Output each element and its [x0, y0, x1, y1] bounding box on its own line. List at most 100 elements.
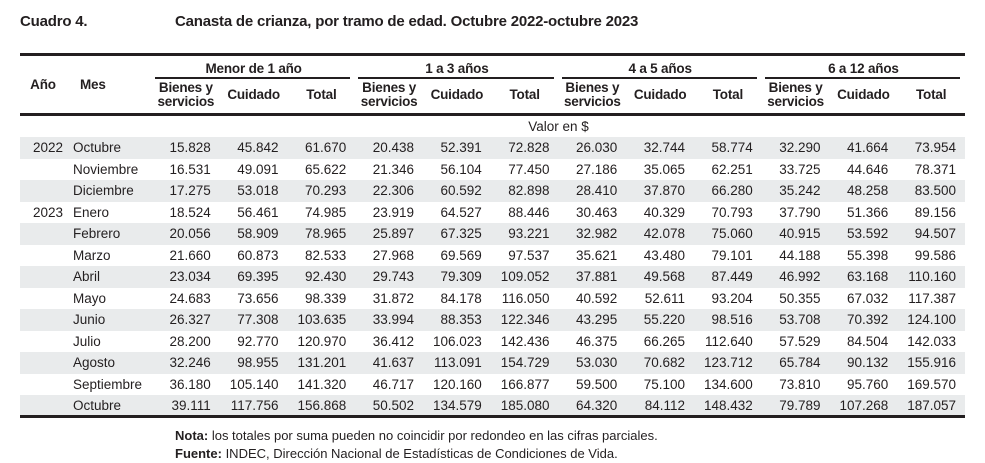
unit-row-spacer	[20, 114, 152, 137]
value-cell: 107.268	[839, 397, 889, 413]
table-row: 2023 Enero 18.524 56.461 74.985 23.919 64.527 8…	[20, 202, 965, 224]
value-cell: 105.140	[229, 376, 279, 392]
sub-header-row: Bienes y servicios Cuidado Total Bienes …	[20, 78, 965, 116]
month-cell: Mayo	[73, 290, 107, 306]
value-cell: 27.968	[372, 247, 414, 263]
source-label: Fuente:	[175, 446, 222, 462]
value-cell: 23.034	[169, 269, 211, 285]
value-cell: 46.992	[779, 269, 821, 285]
month-cell: Agosto	[73, 355, 116, 371]
value-cell: 84.178	[440, 290, 482, 306]
group-header-menor-1: Menor de 1 año	[152, 55, 355, 79]
value-cell: 70.682	[643, 355, 685, 371]
year-cell	[20, 331, 66, 353]
month-cell: Diciembre	[73, 183, 134, 199]
value-cell: 35.242	[779, 183, 821, 199]
value-cell: 94.507	[914, 226, 956, 242]
value-cell: 56.461	[237, 204, 279, 220]
value-cell: 113.091	[433, 355, 482, 371]
value-cell: 154.729	[500, 355, 550, 371]
value-cell: 21.346	[372, 161, 414, 177]
table-row: Agosto 32.246 98.955 131.201 41.637 113.091 15…	[20, 352, 965, 374]
value-cell: 18.524	[169, 204, 211, 220]
value-cell: 62.251	[711, 161, 753, 177]
value-cell: 57.529	[779, 333, 821, 349]
table-row: Noviembre 16.531 49.091 65.622 21.346 56.104 7…	[20, 159, 965, 181]
value-cell: 53.708	[779, 312, 821, 328]
month-cell: Julio	[73, 333, 101, 349]
table-header: Año Mes Menor de 1 año 1 a 3 años 4 a 5 …	[20, 54, 965, 116]
subcolumn-header: Cuidado	[219, 78, 288, 116]
value-cell: 67.032	[846, 290, 889, 306]
value-cell: 16.531	[169, 161, 211, 177]
value-cell: 64.320	[575, 397, 618, 413]
value-cell: 187.057	[907, 397, 956, 413]
table-number: Cuadro 4.	[20, 13, 88, 30]
value-cell: 64.527	[440, 204, 482, 220]
value-cell: 78.965	[304, 226, 347, 242]
subcolumn-header: Total	[897, 78, 965, 116]
value-cell: 28.200	[169, 333, 211, 349]
value-cell: 58.909	[237, 226, 279, 242]
value-cell: 83.500	[914, 183, 956, 199]
table-row: Diciembre 17.275 53.018 70.293 22.306 60.592 8…	[20, 180, 965, 202]
value-cell: 26.030	[575, 140, 618, 156]
subcolumn-header: Total	[287, 78, 356, 116]
value-cell: 84.112	[644, 397, 685, 413]
table-row: Abril 23.034 69.395 92.430 29.743 79.309 109.0…	[20, 266, 965, 288]
value-cell: 84.504	[846, 333, 889, 349]
value-cell: 49.091	[237, 161, 279, 177]
value-cell: 77.450	[508, 161, 550, 177]
value-cell: 49.568	[643, 269, 685, 285]
table-title-block: Cuadro 4. Canasta de crianza, por tramo …	[20, 13, 965, 30]
source-text: INDEC, Dirección Nacional de Estadística…	[221, 446, 618, 462]
note-line: Nota: los totales por suma pueden no coi…	[175, 427, 965, 445]
value-cell: 58.774	[711, 140, 753, 156]
table-row: Febrero 20.056 58.909 78.965 25.897 67.325 93.…	[20, 223, 965, 245]
value-cell: 89.156	[914, 204, 956, 220]
value-cell: 120.970	[297, 333, 347, 349]
value-cell: 142.436	[500, 333, 550, 349]
column-header-anio: Año	[20, 54, 66, 116]
month-cell: Noviembre	[73, 161, 139, 177]
value-cell: 79.101	[711, 247, 753, 263]
table-row: Junio 26.327 77.308 103.635 33.994 88.353 122.…	[20, 309, 965, 331]
value-cell: 92.430	[304, 269, 347, 285]
value-cell: 17.275	[169, 183, 211, 199]
value-cell: 53.030	[575, 355, 618, 371]
table-footnotes: Nota: los totales por suma pueden no coi…	[175, 427, 965, 463]
table-row: Mayo 24.683 73.656 98.339 31.872 84.178 116.05…	[20, 288, 965, 310]
value-cell: 33.994	[372, 312, 414, 328]
value-cell: 88.353	[440, 312, 482, 328]
value-cell: 60.592	[440, 183, 482, 199]
year-cell	[20, 352, 66, 374]
value-cell: 156.868	[297, 397, 347, 413]
year-cell	[20, 309, 66, 331]
subcolumn-header: Cuidado	[626, 78, 694, 116]
month-cell: Junio	[73, 312, 106, 328]
value-cell: 63.168	[846, 269, 889, 285]
value-cell: 82.898	[508, 183, 550, 199]
subcolumn-header: Total	[490, 78, 559, 116]
value-cell: 75.100	[643, 376, 685, 392]
value-cell: 72.828	[508, 140, 550, 156]
subcolumn-header: Bienes y servicios	[355, 78, 423, 116]
value-cell: 46.375	[575, 333, 618, 349]
value-cell: 69.395	[237, 269, 279, 285]
unit-label: Valor en $	[528, 118, 589, 134]
value-cell: 75.060	[711, 226, 753, 242]
value-cell: 155.916	[907, 355, 956, 371]
year-cell	[20, 266, 66, 288]
group-header-4-5: 4 a 5 años	[559, 55, 762, 79]
value-cell: 48.258	[846, 183, 889, 199]
subcolumn-header: Cuidado	[829, 78, 898, 116]
value-cell: 99.586	[914, 247, 956, 263]
value-cell: 53.592	[846, 226, 889, 242]
table-row: Octubre 39.111 117.756 156.868 50.502 134.579…	[20, 395, 965, 417]
value-cell: 66.280	[711, 183, 753, 199]
canasta-crianza-table: Año Mes Menor de 1 año 1 a 3 años 4 a 5 …	[20, 53, 965, 419]
value-cell: 90.132	[846, 355, 889, 371]
subcolumn-header: Bienes y servicios	[152, 78, 220, 116]
year-cell: 2022	[32, 140, 63, 156]
